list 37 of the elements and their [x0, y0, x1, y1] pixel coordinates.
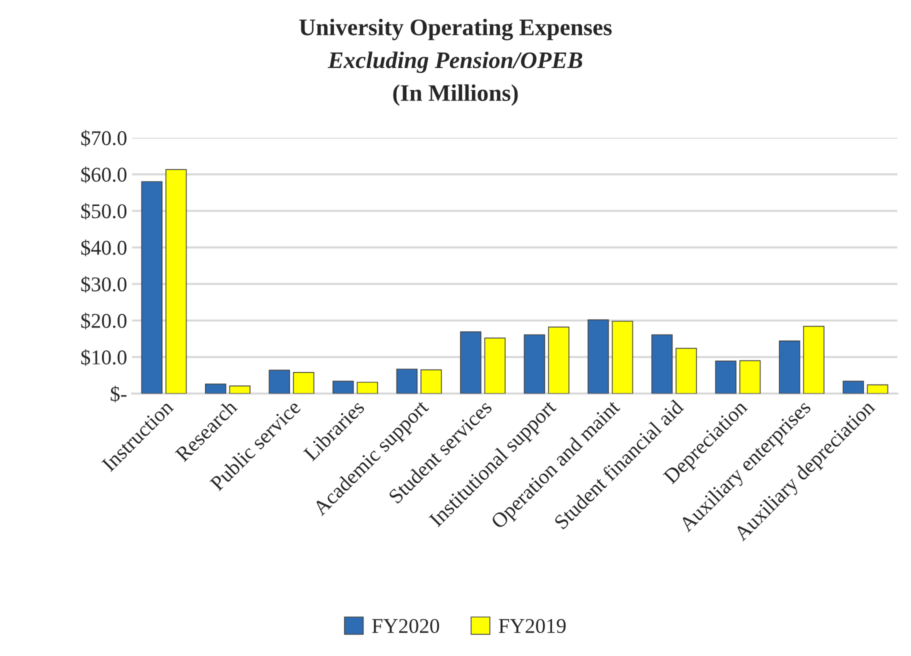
bar — [803, 326, 824, 394]
bar — [676, 348, 697, 394]
y-tick-label: $10.0 — [81, 349, 126, 366]
bar — [268, 370, 290, 394]
bar — [484, 338, 506, 394]
bar — [229, 386, 250, 394]
bar — [293, 372, 314, 394]
bar — [778, 340, 800, 394]
y-tick-label: $50.0 — [81, 203, 126, 220]
y-tick-label: $40.0 — [81, 240, 126, 256]
bar — [588, 319, 609, 394]
bar — [420, 369, 442, 394]
bar — [356, 382, 378, 394]
bar — [715, 360, 736, 394]
bar — [205, 384, 226, 394]
chart-title: University Operating Expenses — [299, 18, 612, 40]
bar — [866, 384, 888, 394]
bar — [141, 181, 162, 394]
bar — [524, 334, 546, 394]
bar — [460, 331, 482, 394]
legend-label: FY2020 — [372, 618, 440, 634]
y-tick-label: $60.0 — [81, 166, 126, 184]
bar — [396, 368, 418, 394]
legend-label: FY2019 — [498, 618, 566, 634]
bar — [548, 326, 570, 394]
text: (In Millions) — [393, 84, 518, 106]
bar — [739, 360, 761, 394]
y-tick-label: $30.0 — [81, 276, 126, 293]
chart-subtitle: Excluding Pension/OPEB — [328, 52, 582, 74]
bar — [612, 320, 634, 394]
y-tick-label: $20.0 — [81, 312, 126, 330]
bar — [651, 334, 673, 394]
bar — [165, 169, 187, 394]
y-tick-label: $70.0 — [81, 130, 126, 147]
bar — [842, 380, 864, 394]
y-tick-label: $- — [110, 386, 126, 402]
bar — [332, 380, 354, 394]
